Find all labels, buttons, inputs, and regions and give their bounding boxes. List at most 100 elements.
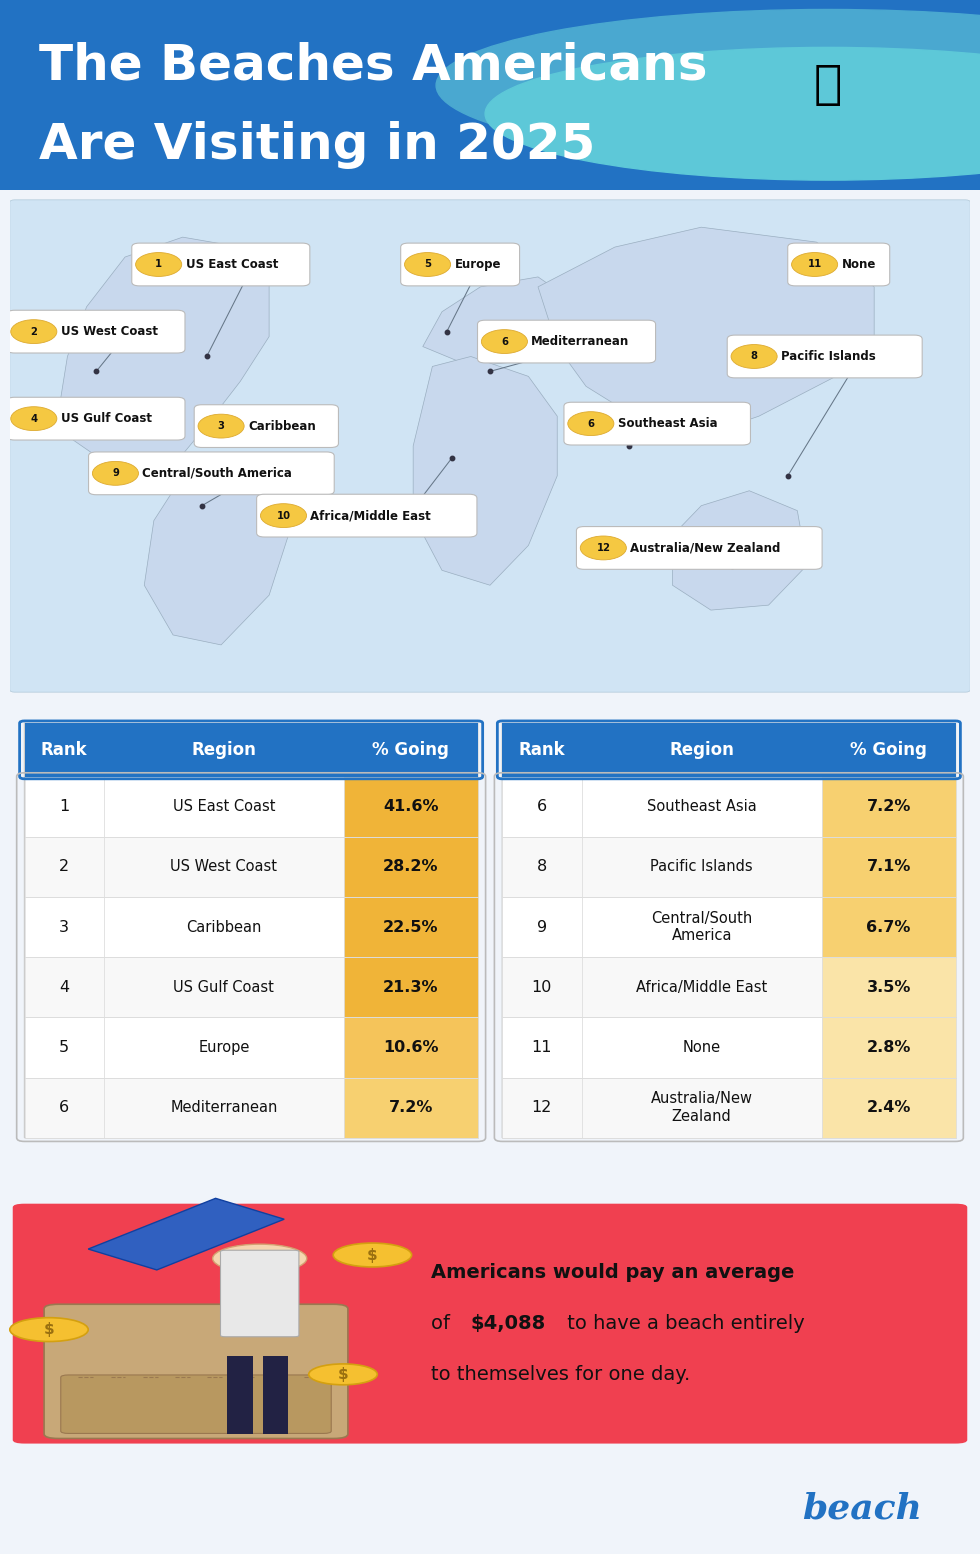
Text: 7.2%: 7.2% — [866, 799, 910, 814]
Text: Southeast Asia: Southeast Asia — [647, 799, 757, 814]
FancyBboxPatch shape — [581, 836, 822, 897]
FancyBboxPatch shape — [104, 836, 344, 897]
FancyBboxPatch shape — [788, 242, 890, 286]
Text: 6: 6 — [501, 337, 508, 347]
FancyBboxPatch shape — [104, 897, 344, 957]
FancyBboxPatch shape — [727, 336, 922, 378]
FancyBboxPatch shape — [104, 1018, 344, 1077]
Text: 7.2%: 7.2% — [389, 1100, 433, 1116]
Text: Americans would pay an average: Americans would pay an average — [431, 1263, 795, 1282]
Text: Region: Region — [669, 741, 734, 758]
Text: Rank: Rank — [518, 741, 565, 758]
FancyBboxPatch shape — [581, 723, 822, 777]
Polygon shape — [414, 356, 558, 586]
FancyBboxPatch shape — [502, 897, 581, 957]
FancyBboxPatch shape — [502, 957, 581, 1018]
Circle shape — [436, 9, 980, 162]
FancyBboxPatch shape — [502, 1018, 581, 1077]
FancyBboxPatch shape — [576, 527, 822, 569]
FancyBboxPatch shape — [822, 777, 955, 836]
Text: Are Visiting in 2025: Are Visiting in 2025 — [39, 121, 596, 169]
FancyBboxPatch shape — [477, 320, 656, 364]
Text: 12: 12 — [532, 1100, 552, 1116]
Text: 1: 1 — [59, 799, 70, 814]
Text: Southeast Asia: Southeast Asia — [617, 416, 717, 430]
FancyBboxPatch shape — [344, 836, 477, 897]
Text: US West Coast: US West Coast — [61, 325, 158, 339]
FancyBboxPatch shape — [344, 1018, 477, 1077]
Circle shape — [792, 253, 838, 277]
Text: US Gulf Coast: US Gulf Coast — [173, 979, 274, 995]
Text: 4: 4 — [30, 413, 37, 424]
FancyBboxPatch shape — [104, 723, 344, 777]
Text: Africa/Middle East: Africa/Middle East — [636, 979, 767, 995]
Text: 22.5%: 22.5% — [383, 920, 439, 934]
Text: Africa/Middle East: Africa/Middle East — [311, 510, 431, 522]
Text: Europe: Europe — [198, 1040, 250, 1055]
Text: Region: Region — [669, 741, 734, 758]
FancyBboxPatch shape — [44, 1304, 348, 1439]
Text: 4: 4 — [59, 979, 70, 995]
Circle shape — [580, 536, 626, 559]
FancyBboxPatch shape — [581, 777, 822, 836]
FancyBboxPatch shape — [344, 957, 477, 1018]
FancyBboxPatch shape — [581, 1077, 822, 1138]
FancyBboxPatch shape — [822, 1077, 955, 1138]
Text: The Beaches Americans: The Beaches Americans — [39, 42, 708, 90]
Text: Caribbean: Caribbean — [248, 420, 316, 432]
Text: Rank: Rank — [41, 741, 87, 758]
Text: beach: beach — [803, 1492, 922, 1526]
FancyBboxPatch shape — [502, 1077, 581, 1138]
FancyBboxPatch shape — [24, 777, 104, 836]
FancyBboxPatch shape — [24, 723, 104, 777]
Polygon shape — [672, 491, 807, 611]
Text: 2.4%: 2.4% — [866, 1100, 910, 1116]
FancyBboxPatch shape — [24, 723, 478, 1138]
Circle shape — [731, 345, 777, 368]
Polygon shape — [538, 227, 874, 437]
FancyBboxPatch shape — [502, 723, 956, 1138]
FancyBboxPatch shape — [24, 1018, 104, 1077]
Circle shape — [261, 503, 307, 527]
Circle shape — [481, 329, 527, 353]
Text: 8: 8 — [537, 859, 547, 875]
FancyBboxPatch shape — [7, 311, 185, 353]
Text: Pacific Islands: Pacific Islands — [651, 859, 753, 875]
Text: % Going: % Going — [851, 741, 927, 758]
Text: Central/South
America: Central/South America — [651, 911, 753, 943]
FancyBboxPatch shape — [344, 723, 477, 777]
FancyBboxPatch shape — [581, 957, 822, 1018]
FancyBboxPatch shape — [263, 1357, 288, 1434]
Text: 9: 9 — [537, 920, 547, 934]
FancyBboxPatch shape — [24, 957, 104, 1018]
Text: 10: 10 — [532, 979, 552, 995]
FancyBboxPatch shape — [344, 777, 477, 836]
FancyBboxPatch shape — [104, 957, 344, 1018]
Circle shape — [405, 253, 451, 277]
FancyBboxPatch shape — [13, 1204, 967, 1444]
Text: $: $ — [368, 1248, 377, 1262]
Polygon shape — [88, 1198, 284, 1270]
FancyBboxPatch shape — [822, 723, 955, 777]
Text: None: None — [683, 1040, 720, 1055]
FancyBboxPatch shape — [502, 723, 956, 772]
FancyBboxPatch shape — [344, 897, 477, 957]
Text: 41.6%: 41.6% — [383, 799, 439, 814]
Text: 🏝️: 🏝️ — [814, 62, 842, 107]
Polygon shape — [144, 466, 288, 645]
FancyBboxPatch shape — [24, 723, 478, 772]
Text: 8: 8 — [751, 351, 758, 362]
Text: of: of — [431, 1315, 457, 1333]
FancyBboxPatch shape — [227, 1357, 253, 1434]
Text: 3: 3 — [218, 421, 224, 430]
Circle shape — [11, 320, 57, 343]
Text: 7.1%: 7.1% — [866, 859, 910, 875]
Text: 2.8%: 2.8% — [866, 1040, 910, 1055]
Circle shape — [309, 1364, 377, 1385]
FancyBboxPatch shape — [24, 1077, 104, 1138]
FancyBboxPatch shape — [104, 1077, 344, 1138]
Text: Pacific Islands: Pacific Islands — [781, 350, 876, 364]
Text: $4,088: $4,088 — [470, 1315, 546, 1333]
Text: 5: 5 — [59, 1040, 70, 1055]
Text: 9: 9 — [112, 468, 119, 479]
